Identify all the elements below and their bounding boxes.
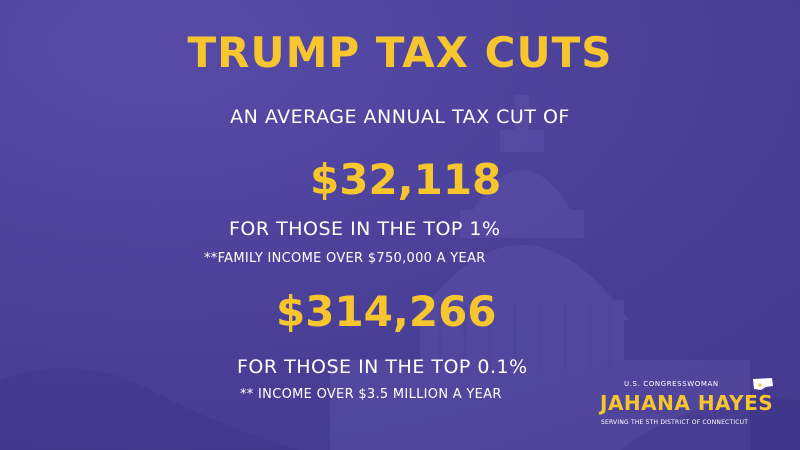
top1-note: **FAMILY INCOME OVER $750,000 A YEAR bbox=[204, 251, 486, 266]
top1-label: FOR THOSE IN THE TOP 1% bbox=[229, 218, 501, 240]
connecticut-map-icon bbox=[753, 378, 773, 390]
top01-amount: $314,266 bbox=[276, 287, 497, 336]
headline: TRUMP TAX CUTS bbox=[187, 28, 613, 77]
intro-text: AN AVERAGE ANNUAL TAX CUT OF bbox=[230, 106, 570, 128]
logo-district-line: SERVING THE 5TH DISTRICT OF CONNECTICUT bbox=[601, 419, 749, 426]
top01-note: ** INCOME OVER $3.5 MILLION A YEAR bbox=[240, 387, 502, 402]
top1-amount: $32,118 bbox=[310, 155, 502, 204]
logo-title-line: U.S. CONGRESSWOMAN bbox=[624, 380, 719, 388]
top01-label: FOR THOSE IN THE TOP 0.1% bbox=[237, 356, 528, 378]
logo-name: JAHANA HAYES bbox=[600, 391, 774, 415]
